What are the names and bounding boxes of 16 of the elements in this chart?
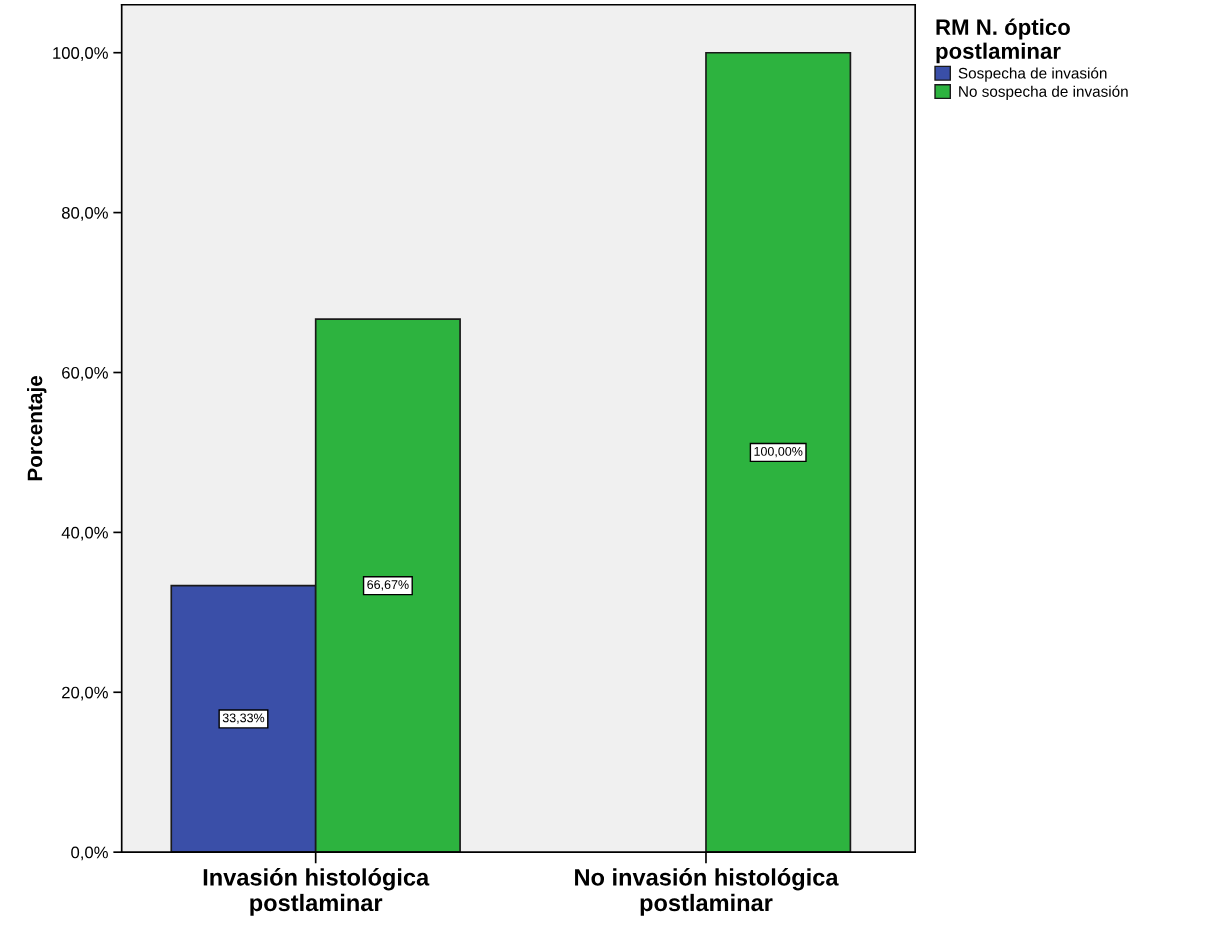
x-tick-label: No invasión histológica postlaminar [575, 868, 839, 916]
bar [705, 51, 852, 853]
y-tick-label: 60,0% [62, 366, 108, 381]
y-tick-label: 0,0% [71, 846, 108, 861]
y-tick-label: 40,0% [61, 526, 108, 541]
legend-label: No sospecha de invasión [959, 85, 1128, 100]
y-tick-label: 20,0% [62, 686, 108, 701]
data-label: 100,00% [754, 446, 803, 458]
legend-title: RM N. óptico postlaminar [936, 18, 1070, 64]
data-label: 66,67% [367, 580, 409, 591]
legend-label: Sospecha de invasión [958, 67, 1107, 82]
x-tick-label: Invasión histológica postlaminar [203, 868, 430, 916]
y-tick-label: 80,0% [61, 207, 108, 221]
y-axis-title: Porcentaje [27, 375, 47, 481]
y-tick-label: 100,0% [53, 47, 108, 61]
data-label: 33,33% [222, 713, 265, 724]
